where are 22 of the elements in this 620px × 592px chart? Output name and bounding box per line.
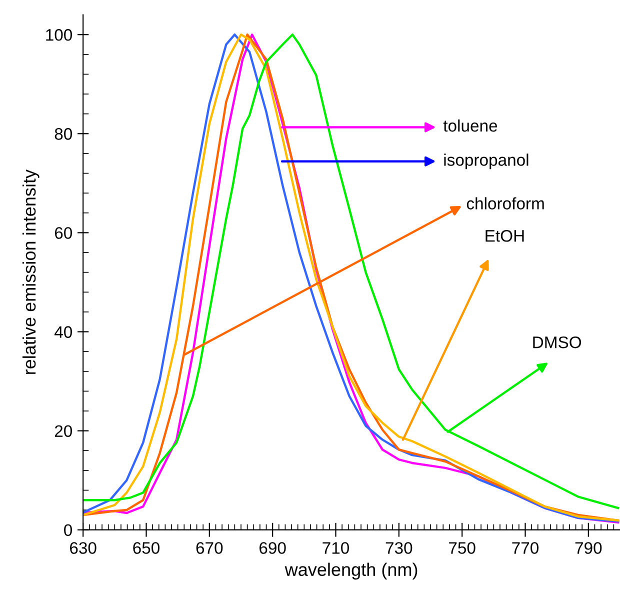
x-tick-label: 710 — [322, 542, 349, 554]
x-tick-label: 730 — [386, 542, 412, 554]
y-axis-title: relative emission intensity — [22, 169, 40, 374]
x-tick-label: 690 — [260, 542, 286, 554]
x-axis-title: wavelength (nm) — [284, 562, 418, 580]
annotation: DMSO — [533, 336, 582, 348]
x-tick-label: 650 — [133, 542, 160, 554]
annotation: chloroform — [466, 197, 544, 210]
annotation: isopropanol — [444, 154, 528, 170]
x-tick-label: 670 — [196, 542, 223, 554]
y-tick-label: 40 — [54, 326, 72, 338]
y-tick-label: 0 — [64, 524, 72, 536]
y-tick-label: 20 — [54, 425, 72, 437]
annotation: EtOH — [486, 230, 524, 242]
x-tick-label: 750 — [449, 542, 476, 554]
annotation: toluene — [443, 119, 498, 132]
x-tick-label: 770 — [512, 542, 539, 554]
x-tick-label: 790 — [575, 542, 602, 554]
y-tick-label: 80 — [54, 128, 72, 140]
y-tick-label: 100 — [46, 29, 72, 41]
y-tick-label: 60 — [54, 227, 72, 239]
x-tick-label: 630 — [70, 542, 96, 554]
